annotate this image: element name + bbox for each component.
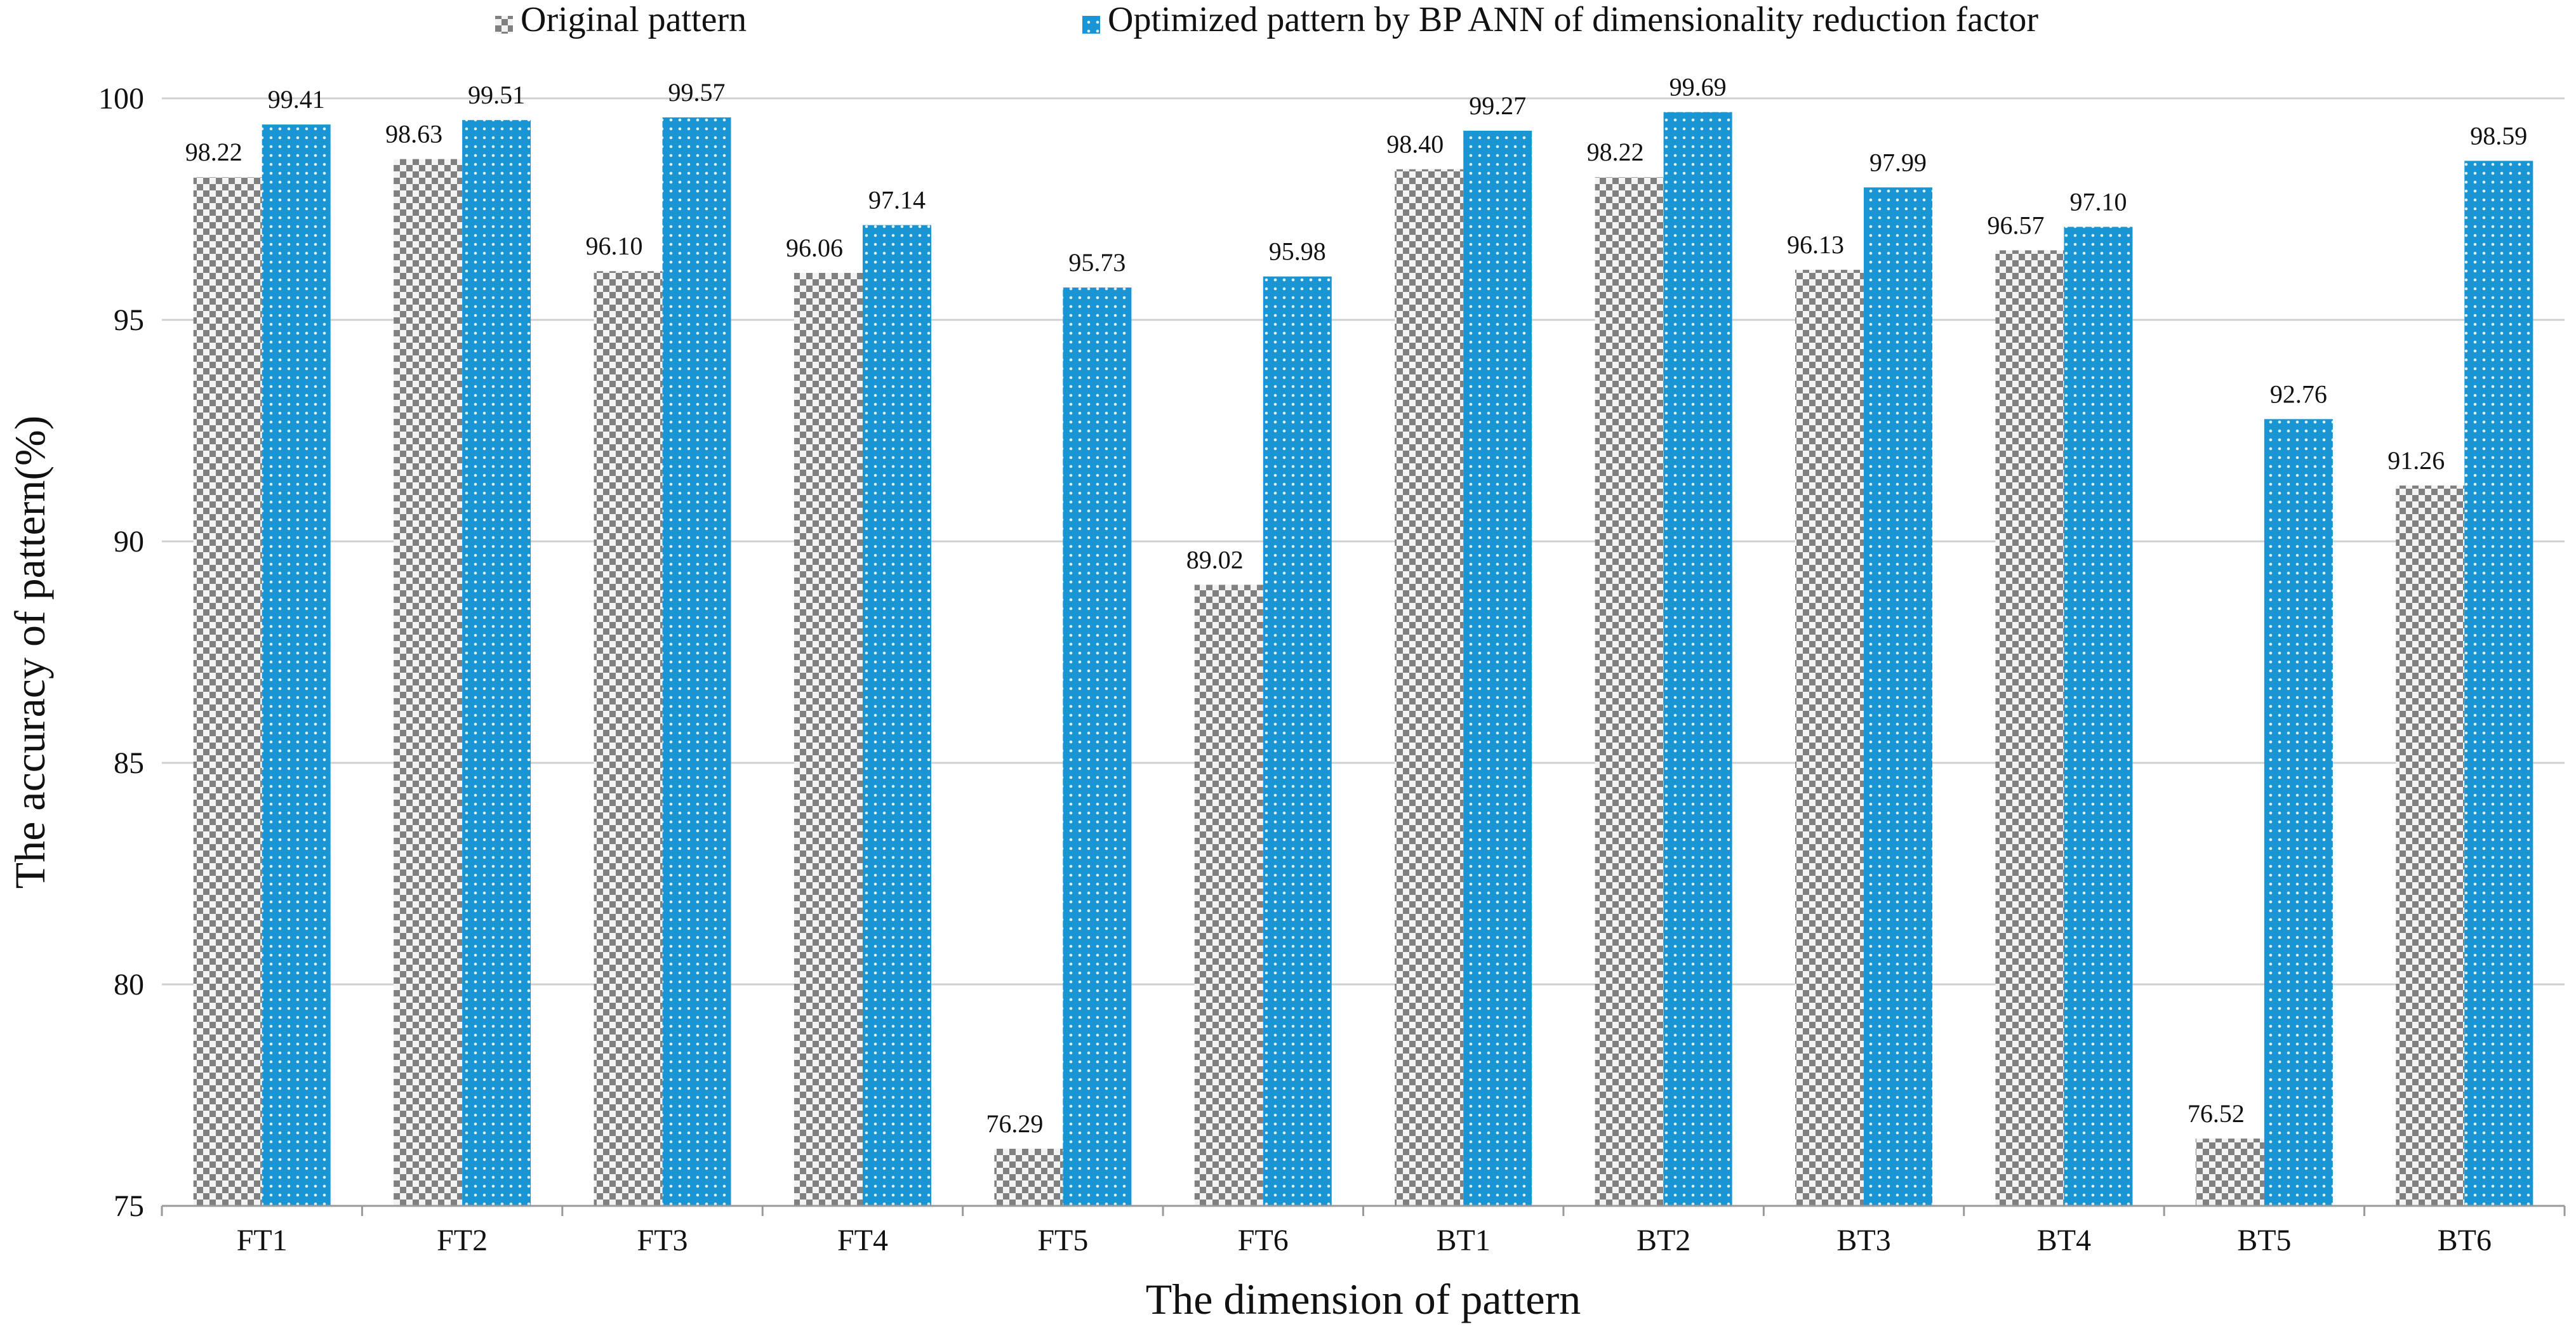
bar-original: [1395, 169, 1464, 1207]
data-label: 97.14: [868, 186, 926, 215]
x-tick-label: BT4: [2037, 1224, 2091, 1257]
bar-optimized: [862, 225, 931, 1207]
bar-original: [594, 271, 663, 1207]
data-label: 99.41: [268, 85, 325, 114]
x-tick-label: FT5: [1037, 1224, 1088, 1257]
y-tick-label: 85: [114, 746, 144, 780]
legend-label-original: Original pattern: [521, 0, 747, 39]
bar-original: [193, 177, 262, 1206]
x-axis-title: The dimension of pattern: [1146, 1275, 1581, 1323]
legend-swatch-original: [495, 16, 513, 34]
gridlines: [162, 97, 2565, 986]
y-axis-title: The accuracy of pattern(%): [6, 416, 54, 889]
data-label: 95.73: [1068, 248, 1125, 277]
labels: 75 80 85 90 95 100 FT1 98.22 99.41 FT2 98.63 99.51 F…: [6, 73, 2527, 1323]
x-tick-label: BT2: [1637, 1224, 1690, 1257]
data-label: 97.10: [2069, 187, 2127, 216]
bar-original: [394, 159, 463, 1207]
bar-original: [793, 273, 863, 1207]
bar-optimized: [462, 120, 531, 1206]
x-tick-label: FT6: [1238, 1224, 1289, 1257]
data-label: 98.40: [1386, 130, 1444, 159]
bar-optimized: [662, 117, 731, 1206]
data-label: 99.27: [1469, 91, 1526, 120]
bar-optimized: [2264, 419, 2333, 1206]
data-label: 91.26: [2387, 446, 2445, 475]
data-label: 95.98: [1269, 237, 1326, 266]
bar-original: [1995, 250, 2064, 1206]
bars: [193, 112, 2533, 1207]
data-label: 76.29: [986, 1109, 1043, 1138]
data-label: 97.99: [1869, 148, 1927, 176]
bar-optimized: [2064, 227, 2133, 1206]
data-label: 98.22: [1587, 138, 1644, 166]
y-tick-label: 80: [114, 968, 144, 1002]
bar-original: [994, 1148, 1063, 1206]
x-tick-label: FT4: [837, 1224, 888, 1257]
bar-optimized: [1864, 187, 1933, 1207]
data-label: 98.59: [2470, 121, 2527, 150]
bar-optimized: [1263, 276, 1332, 1207]
y-tick-label: 90: [114, 525, 144, 559]
bar-optimized: [1663, 112, 1732, 1207]
y-tick-label: 100: [98, 82, 144, 116]
bar-optimized: [262, 124, 331, 1206]
data-label: 92.76: [2270, 380, 2327, 408]
bar-optimized: [1063, 288, 1132, 1206]
x-tick-label: BT5: [2237, 1224, 2291, 1257]
x-tick-label: FT2: [437, 1224, 488, 1257]
data-label: 99.51: [468, 81, 525, 109]
data-label: 96.06: [786, 234, 843, 262]
data-label: 99.57: [668, 78, 726, 107]
y-tick-label: 95: [114, 303, 144, 337]
x-tick-label: BT1: [1437, 1224, 1490, 1257]
bar-optimized: [2464, 161, 2533, 1207]
data-label: 99.69: [1670, 73, 1727, 102]
legend-swatch-optimized: [1082, 16, 1100, 34]
bar-original: [1595, 177, 1664, 1206]
data-label: 96.57: [1987, 211, 2044, 239]
bar-original: [2195, 1138, 2264, 1206]
legend: Original pattern Optimized pattern by BP …: [495, 0, 2038, 39]
data-label: 98.63: [385, 120, 442, 149]
y-tick-label: 75: [114, 1189, 144, 1223]
data-label: 89.02: [1186, 545, 1244, 574]
bar-original: [1194, 585, 1263, 1206]
x-tick-label: FT1: [237, 1224, 288, 1257]
bar-original: [1795, 270, 1864, 1207]
data-label: 96.10: [586, 232, 643, 260]
data-label: 96.13: [1787, 230, 1844, 259]
x-tick-label: BT6: [2438, 1224, 2492, 1257]
data-label: 76.52: [2188, 1099, 2245, 1128]
bar-optimized: [1463, 130, 1532, 1207]
x-tick-label: BT3: [1836, 1224, 1890, 1257]
data-label: 98.22: [185, 138, 242, 166]
x-tick-label: FT3: [637, 1224, 688, 1257]
legend-label-optimized: Optimized pattern by BP ANN of dimension…: [1108, 0, 2038, 39]
axes: [161, 1205, 2566, 1216]
bar-original: [2396, 486, 2465, 1206]
